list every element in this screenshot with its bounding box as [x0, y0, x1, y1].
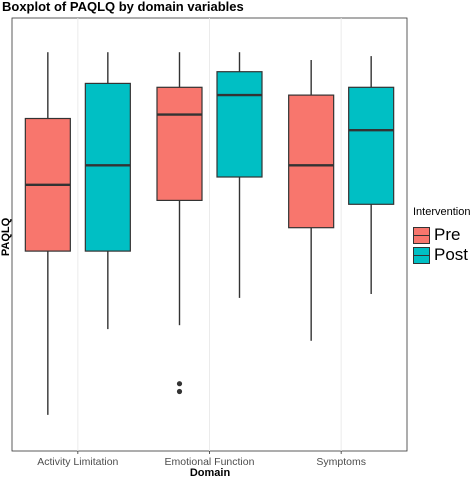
- legend-swatch-post: [413, 246, 430, 264]
- box-iqr: [288, 94, 335, 229]
- box-post-0: [84, 52, 131, 330]
- x-tick-label: Emotional Function: [165, 456, 255, 468]
- x-tick-label: Activity Limitation: [37, 456, 118, 468]
- y-axis-label: PAQLQ: [0, 217, 12, 256]
- grid-lines: [77, 18, 342, 451]
- box-iqr: [348, 86, 395, 205]
- legend-title: Intervention: [413, 206, 471, 218]
- legend-item-pre: Pre: [413, 225, 460, 245]
- box-iqr: [156, 86, 203, 202]
- x-tick-label: Symptoms: [316, 456, 366, 468]
- x-axis-label: Domain: [190, 467, 231, 479]
- box-post-1: [216, 52, 263, 298]
- legend-label-pre: Pre: [434, 225, 461, 244]
- box-post-2: [348, 56, 395, 294]
- chart-title: Boxplot of PAQLQ by domain variables: [2, 0, 244, 14]
- box-group: [24, 52, 395, 415]
- box-pre-2: [288, 60, 335, 341]
- box-iqr: [216, 71, 263, 178]
- x-axis-ticks: Activity Limitation Emotional Function Sym…: [37, 451, 366, 468]
- box-pre-0: [24, 52, 71, 415]
- box-pre-1: [156, 52, 203, 395]
- box-iqr: [84, 82, 131, 252]
- legend-swatch-pre: [413, 226, 430, 244]
- outlier-point: [176, 388, 183, 395]
- outlier-point: [176, 381, 183, 387]
- legend-item-post: Post: [413, 245, 468, 265]
- legend-label-post: Post: [434, 245, 469, 264]
